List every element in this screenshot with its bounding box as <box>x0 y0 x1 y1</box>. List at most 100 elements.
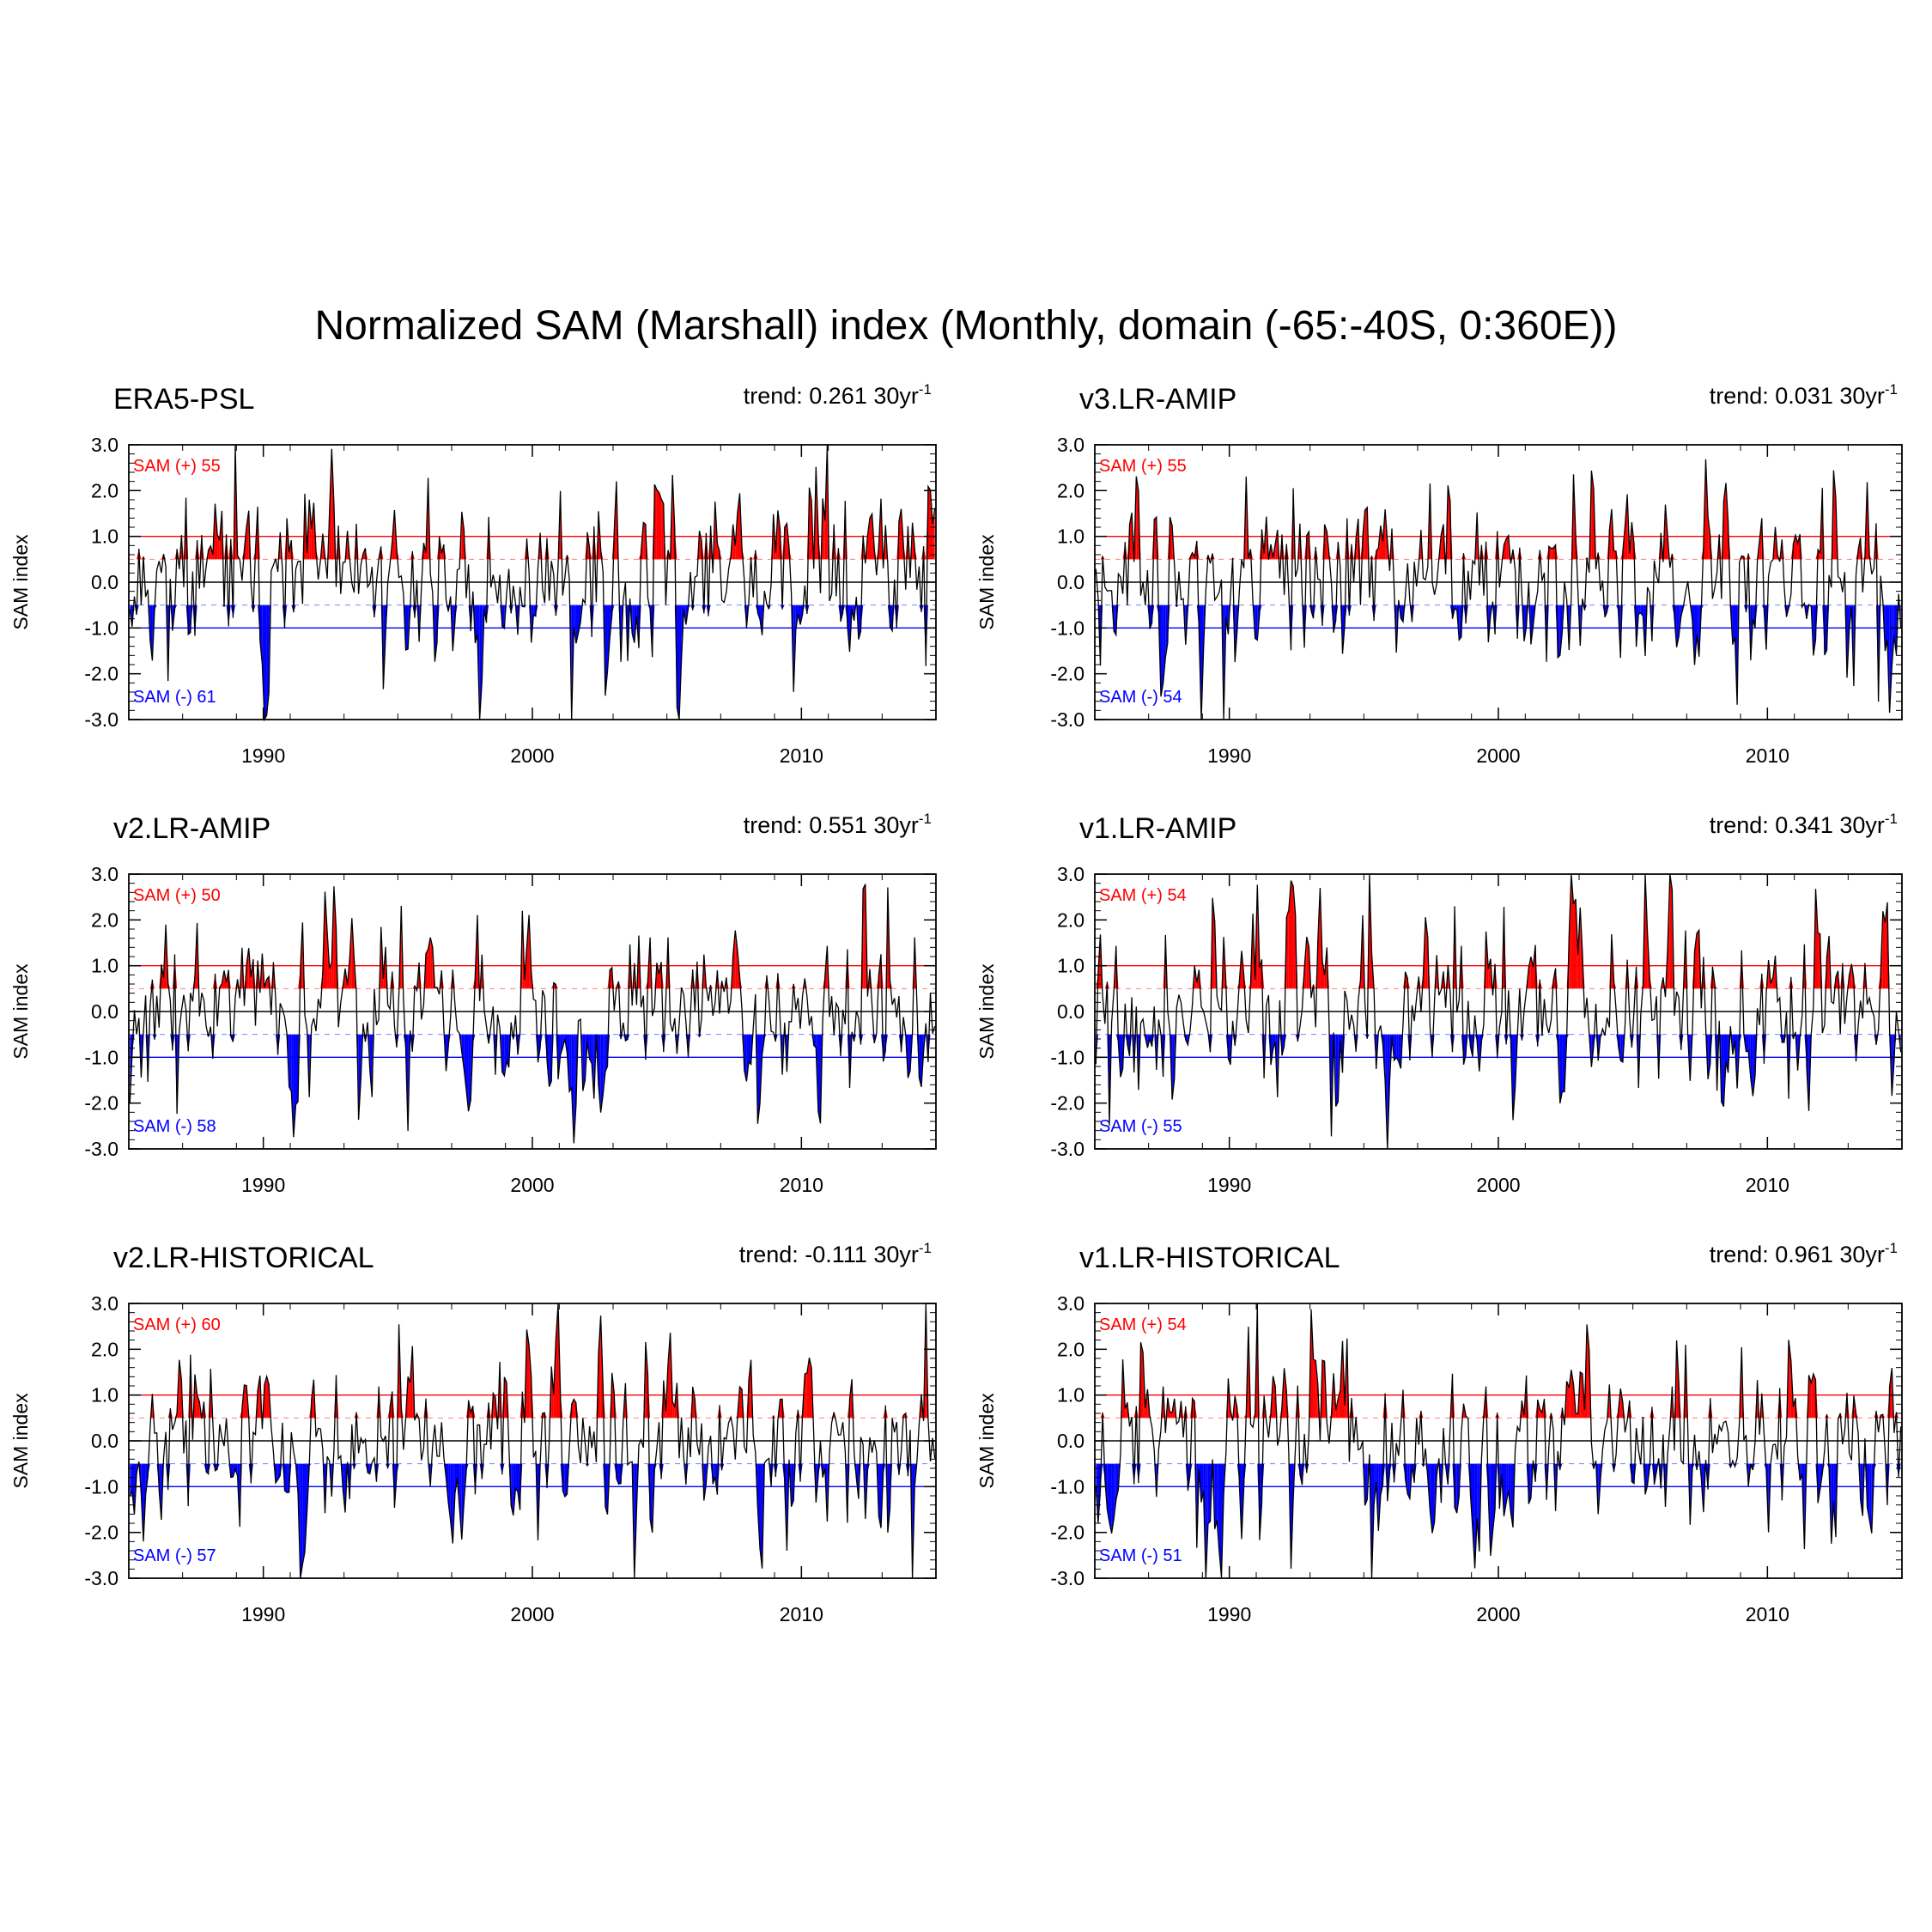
negative-fill-segment <box>574 605 576 644</box>
positive-fill-segment <box>1154 517 1157 560</box>
positive-fill-segment <box>1589 471 1592 560</box>
positive-fill-segment <box>654 484 657 560</box>
y-tick-label: -2.0 <box>84 1092 118 1115</box>
positive-fill-segment <box>656 489 659 560</box>
negative-fill-segment <box>703 1463 707 1501</box>
positive-fill-segment <box>777 510 781 560</box>
y-tick-label: 1.0 <box>1057 526 1084 548</box>
negative-fill-segment <box>1867 1463 1870 1520</box>
negative-fill-segment <box>501 1034 505 1076</box>
negative-fill-segment <box>650 1463 653 1533</box>
positive-fill-segment <box>461 512 465 560</box>
chart-panel-v1-lr-historical: 3.0 2.0 1.0 0.0 -1.0 -2.0 -3.0 1990 2000 2010 SAM … <box>975 1240 1903 1625</box>
positive-fill-segment <box>1772 526 1776 560</box>
trend-text: trend: 0.551 30yr <box>744 812 919 838</box>
y-axis-label: SAM index <box>975 963 998 1060</box>
positive-fill-segment <box>179 1359 182 1419</box>
x-tick-label: 2010 <box>1746 1174 1789 1196</box>
negative-fill-segment <box>1753 605 1755 629</box>
sam-negative-count: SAM (-) 61 <box>133 688 216 707</box>
negative-fill-segment <box>1273 1034 1276 1050</box>
negative-fill-segment <box>1697 605 1699 657</box>
x-tick-label: 2010 <box>780 1603 823 1625</box>
negative-fill-segment <box>368 1463 370 1474</box>
negative-fill-segment <box>1334 605 1336 633</box>
y-tick-label: 2.0 <box>91 908 118 931</box>
positive-fill-segment <box>1889 1368 1893 1419</box>
negative-fill-segment <box>506 1034 509 1068</box>
negative-fill-segment <box>1455 605 1457 610</box>
negative-fill-segment <box>1782 1034 1784 1042</box>
negative-fill-segment <box>1530 605 1534 645</box>
positive-fill-segment <box>1322 1360 1325 1419</box>
negative-fill-segment <box>358 1034 361 1121</box>
negative-fill-segment <box>1107 1463 1109 1522</box>
y-tick-label: 1.0 <box>91 1384 118 1406</box>
y-tick-label: 0.0 <box>1057 1430 1084 1452</box>
positive-fill-segment <box>526 1329 530 1419</box>
trend-text: trend: 0.261 30yr <box>744 383 919 409</box>
positive-fill-segment <box>1510 549 1513 560</box>
positive-fill-segment <box>428 937 431 989</box>
y-tick-label: -3.0 <box>84 708 118 731</box>
negative-fill-segment <box>1114 1463 1116 1519</box>
positive-fill-segment <box>1811 1374 1814 1419</box>
negative-fill-segment <box>1856 1034 1859 1062</box>
negative-fill-segment <box>459 1463 462 1540</box>
x-tick-label: 2000 <box>510 744 554 767</box>
positive-fill-segment <box>325 891 328 989</box>
negative-fill-segment <box>1562 1034 1565 1092</box>
negative-fill-segment <box>1206 1463 1208 1578</box>
negative-fill-segment <box>1800 1463 1802 1481</box>
positive-fill-segment <box>699 531 702 560</box>
negative-fill-segment <box>1512 1034 1516 1121</box>
positive-fill-segment <box>1571 474 1574 560</box>
negative-fill-segment <box>1218 1463 1222 1578</box>
x-tick-label: 2010 <box>1746 744 1789 767</box>
negative-fill-segment <box>1892 605 1894 667</box>
positive-fill-segment <box>1573 899 1577 989</box>
y-axis-label: SAM index <box>975 1393 998 1489</box>
x-tick-label: 1990 <box>1207 744 1251 767</box>
negative-fill-segment <box>1694 605 1698 665</box>
negative-fill-segment <box>757 605 761 620</box>
positive-fill-segment <box>1264 1395 1267 1419</box>
positive-fill-segment <box>1576 1413 1578 1419</box>
negative-fill-segment <box>713 1463 715 1485</box>
positive-fill-segment <box>258 1376 260 1419</box>
x-tick-label: 2000 <box>1476 1174 1520 1196</box>
x-tick-label: 2000 <box>510 1174 554 1196</box>
chart-panel-v1-lr-amip: 3.0 2.0 1.0 0.0 -1.0 -2.0 -3.0 1990 2000 2010 SAM … <box>975 811 1903 1196</box>
trend-text: trend: 0.341 30yr <box>1710 812 1885 838</box>
negative-fill-segment <box>600 1034 604 1113</box>
positive-fill-segment <box>748 1359 751 1419</box>
negative-fill-segment <box>1533 1463 1536 1482</box>
positive-fill-segment <box>1125 1402 1127 1419</box>
y-tick-label: 1.0 <box>91 955 118 977</box>
negative-fill-segment <box>1638 605 1641 615</box>
positive-fill-segment <box>1434 955 1437 989</box>
negative-fill-segment <box>1580 605 1583 647</box>
negative-fill-segment <box>264 605 267 720</box>
positive-fill-segment <box>863 535 866 560</box>
positive-fill-segment <box>493 1393 495 1419</box>
negative-fill-segment <box>1163 605 1166 683</box>
positive-fill-segment <box>863 884 866 989</box>
positive-fill-segment <box>898 508 902 560</box>
negative-fill-segment <box>813 1034 817 1048</box>
negative-fill-segment <box>1620 1034 1623 1062</box>
negative-fill-segment <box>206 1463 209 1474</box>
series-line <box>129 444 936 722</box>
y-tick-label: -1.0 <box>84 1046 118 1068</box>
negative-fill-segment <box>533 605 536 617</box>
positive-fill-segment <box>1569 1370 1571 1419</box>
positive-fill-segment <box>329 962 332 989</box>
y-tick-label: 3.0 <box>91 1292 118 1315</box>
positive-fill-segment <box>659 962 662 989</box>
negative-fill-segment <box>1492 605 1496 635</box>
negative-fill-segment <box>1896 605 1899 655</box>
positive-fill-segment <box>645 1341 648 1419</box>
negative-fill-segment <box>1207 1034 1211 1053</box>
positive-fill-segment <box>667 550 671 560</box>
negative-fill-segment <box>1109 1463 1112 1534</box>
